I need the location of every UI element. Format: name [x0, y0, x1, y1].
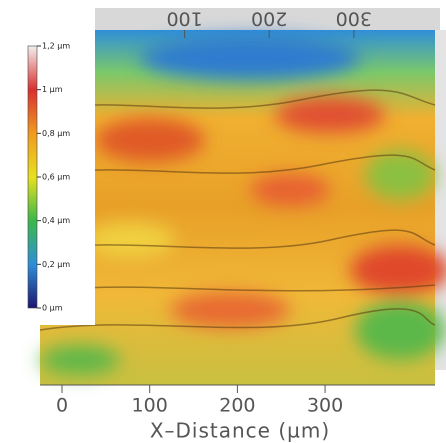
- colorbar-tick-label: 1 µm: [42, 85, 63, 94]
- top-tick-label: 100: [166, 8, 202, 30]
- x-axis-ticks: 0 100 200 300: [56, 385, 343, 417]
- x-axis-label: X–Distance (µm): [150, 419, 330, 443]
- colorbar-gradient: [28, 46, 37, 308]
- top-tick-label: 200: [251, 8, 287, 30]
- colorbar-tick-label: 1,2 µm: [42, 42, 70, 51]
- x-tick-label: 0: [56, 395, 68, 417]
- colorbar-tick-label: 0,4 µm: [42, 216, 70, 225]
- colorbar-tick-label: 0,8 µm: [42, 129, 70, 138]
- colorbar-tick-label: 0 µm: [42, 304, 63, 313]
- colorbar-tick-label: 0,2 µm: [42, 260, 70, 269]
- colorbar-tick-label: 0,6 µm: [42, 173, 70, 182]
- surface: [40, 30, 446, 385]
- x-tick-label: 100: [132, 395, 168, 417]
- top-tick-label: 300: [336, 8, 372, 30]
- x-tick-label: 300: [307, 395, 343, 417]
- x-tick-label: 200: [219, 395, 255, 417]
- chart: 100 200 300 0 µm 0,2 µm 0,4 µm 0,6 µm 0,8 µm 1 …: [0, 0, 446, 443]
